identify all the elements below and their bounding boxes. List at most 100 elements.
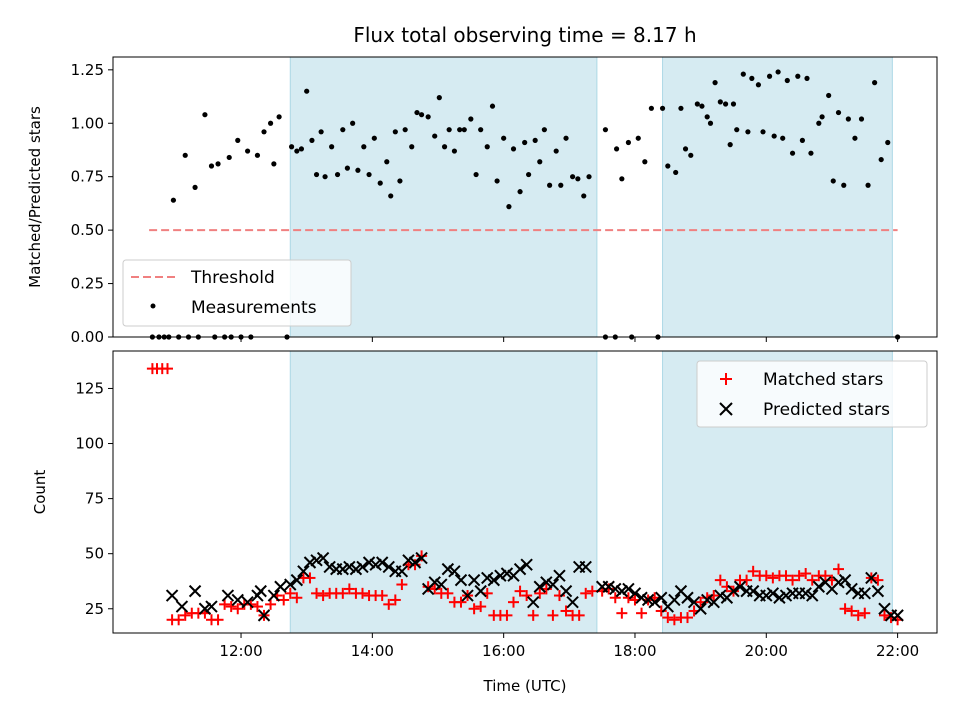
y-tick-label: 25: [85, 600, 104, 618]
count-points: [146, 363, 904, 626]
measurement-point: [202, 112, 208, 118]
measurement-point: [384, 159, 390, 165]
top-panel: 0.00 0.25 0.50 0.75 1.00 1.25 Matched/Predict…: [26, 56, 938, 346]
measurement-point: [313, 171, 320, 178]
predicted-star-point: [655, 591, 668, 604]
matched-star-point: [553, 590, 565, 602]
matched-star-point: [682, 612, 694, 624]
matched-star-point: [317, 590, 329, 602]
measurement-point: [215, 161, 221, 167]
matched-star-point: [547, 609, 559, 621]
predicted-star-point: [494, 569, 507, 582]
predicted-star-point: [349, 562, 363, 576]
bottom-x-ticks: 12:00 14:00 16:00 18:00 20:00 22:00: [219, 633, 919, 660]
y-tick-label: 1.25: [71, 61, 104, 79]
predicted-star-point: [408, 556, 422, 569]
predicted-star-point: [891, 609, 904, 622]
predicted-star-point: [845, 582, 858, 596]
measurement-point: [885, 139, 891, 146]
measurement-point: [760, 129, 766, 135]
bottom-legend: Matched stars Predicted stars: [696, 360, 928, 428]
measurement-point: [298, 146, 305, 152]
measurement-point: [826, 92, 832, 99]
measurement-point: [712, 80, 718, 86]
matched-star-point: [616, 607, 628, 619]
predicted-star-point: [500, 567, 514, 580]
measurement-point: [602, 127, 609, 133]
matched-star-point: [343, 583, 355, 595]
predicted-star-point: [622, 582, 635, 596]
measurement-point: [619, 176, 625, 182]
matched-star-point: [396, 579, 408, 591]
measurement-point: [642, 159, 648, 165]
matched-star-point: [161, 363, 173, 375]
measurement-point: [730, 101, 737, 107]
y-tick-label: 0.25: [71, 275, 104, 293]
matched-star-point: [179, 609, 191, 621]
matched-star-point: [846, 605, 858, 617]
matched-star-point: [422, 581, 434, 593]
predicted-star-point: [648, 595, 661, 609]
predicted-star-point: [415, 551, 428, 565]
predicted-star-point: [668, 593, 681, 607]
predicted-star-point: [700, 593, 714, 607]
matched-star-point: [534, 587, 546, 599]
legend-matched-swatch: [720, 373, 732, 385]
top-axes-frame: [112, 56, 938, 338]
predicted-star-point: [832, 576, 845, 589]
matched-star-point: [573, 609, 585, 621]
predicted-star-point: [467, 573, 481, 587]
measurement-point: [852, 135, 858, 141]
measurement-point: [235, 137, 241, 143]
matched-star-point: [251, 601, 263, 613]
measurement-point: [208, 163, 215, 169]
predicted-star-point: [205, 600, 218, 613]
predicted-star-point: [766, 587, 780, 600]
matched-star-point: [409, 559, 421, 571]
matched-star-point: [232, 603, 244, 615]
matched-star-point: [508, 596, 520, 608]
legend-predicted-label: Predicted stars: [763, 400, 890, 420]
predicted-star-point: [858, 587, 871, 600]
measurement-point: [432, 133, 438, 139]
predicted-star-point: [602, 580, 615, 593]
matched-star-point: [668, 614, 680, 626]
x-tick-label: 16:00: [482, 642, 525, 660]
matched-star-point: [468, 603, 480, 615]
matched-star-point: [304, 572, 316, 584]
matched-star-point: [793, 570, 805, 582]
predicted-star-point: [336, 562, 350, 576]
matched-star-point: [787, 574, 799, 586]
measurement-point: [392, 129, 398, 135]
predicted-star-point: [316, 551, 330, 565]
measurement-point: [517, 189, 523, 195]
predicted-star-point: [746, 584, 760, 598]
matched-star-point: [622, 592, 634, 604]
matched-star-point: [714, 574, 726, 586]
predicted-star-point: [533, 580, 546, 593]
matched-star-point: [219, 598, 231, 610]
matched-star-point: [609, 592, 621, 604]
matched-star-point: [767, 572, 779, 584]
matched-star-point: [225, 601, 237, 613]
measurement-point: [267, 120, 274, 126]
matched-star-point: [278, 594, 290, 606]
measurement-point: [665, 163, 671, 169]
measurement-point: [309, 137, 315, 143]
predicted-star-point: [615, 584, 629, 598]
measurement-point: [182, 152, 188, 158]
matched-star-point: [284, 587, 296, 599]
predicted-star-point: [540, 576, 553, 589]
legend-measurements-label: Measurements: [191, 298, 317, 318]
measurement-point: [397, 178, 403, 184]
measurement-point: [734, 127, 740, 133]
measurement-point: [271, 161, 277, 167]
predicted-star-point: [865, 571, 878, 585]
predicted-star-point: [566, 595, 579, 609]
measurement-point: [451, 148, 458, 154]
predicted-star-point: [395, 565, 409, 578]
matched-star-point: [839, 603, 851, 615]
predicted-star-point: [487, 573, 501, 587]
legend-matched-label: Matched stars: [763, 370, 883, 390]
measurement-point: [329, 144, 335, 150]
